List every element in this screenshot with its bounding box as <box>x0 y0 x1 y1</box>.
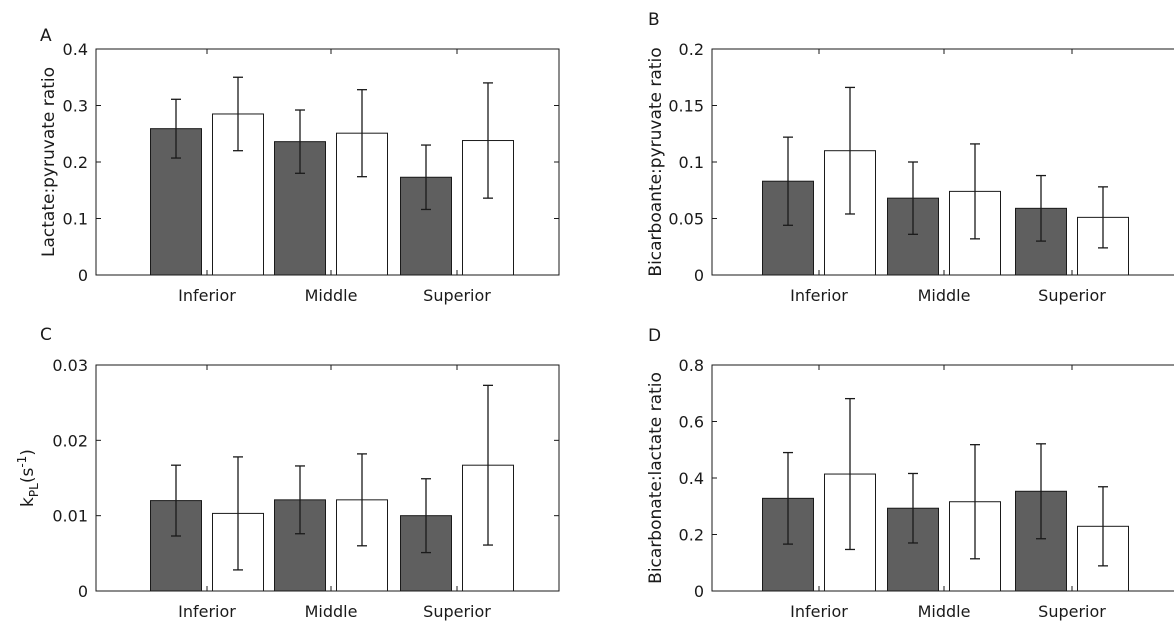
y-tick-label-a-2: 0.2 <box>63 153 88 172</box>
y-axis-label-c-main: k <box>18 497 38 507</box>
x-tick-label-b-0: Inferior <box>790 286 848 305</box>
panel-a: A Lactate:pyruvate ratio 0 0.1 0.2 0.3 0.4 In… <box>39 26 560 305</box>
x-tick-label-c-0: Inferior <box>178 602 236 621</box>
panel-letter-d: D <box>648 326 661 346</box>
y-tick-label-d-0: 0 <box>694 582 704 601</box>
y-tick-label-a-4: 0.4 <box>63 40 88 59</box>
y-tick-label-b-1: 0.05 <box>668 210 704 229</box>
y-tick-label-d-1: 0.2 <box>679 526 704 545</box>
axis-group-a: 0 0.1 0.2 0.3 0.4 Inferior Middle Superior <box>63 40 559 305</box>
y-tick-label-b-2: 0.1 <box>679 153 704 172</box>
x-tick-label-a-2: Superior <box>423 286 491 305</box>
panel-letter-b: B <box>648 10 660 30</box>
y-tick-label-c-1: 0.01 <box>52 507 88 526</box>
y-tick-label-c-3: 0.03 <box>52 356 88 375</box>
panel-d: D Bicarbonate:lactate ratio 0 0.2 0.4 0.6 0.… <box>646 326 1174 621</box>
y-axis-label-c-sub: PL <box>27 483 41 497</box>
y-tick-label-b-4: 0.2 <box>679 40 704 59</box>
y-axis-label-c-close: ) <box>18 449 38 456</box>
y-axis-label-a: Lactate:pyruvate ratio <box>39 67 59 257</box>
x-tick-label-d-0: Inferior <box>790 602 848 621</box>
y-axis-label-d: Bicarbonate:lactate ratio <box>646 372 666 584</box>
y-tick-label-d-2: 0.4 <box>679 469 704 488</box>
x-tick-label-b-2: Superior <box>1038 286 1106 305</box>
bar-a-s1-1 <box>274 141 326 276</box>
y-tick-label-d-4: 0.8 <box>679 356 704 375</box>
y-tick-label-a-0: 0 <box>78 266 88 285</box>
x-tick-label-d-2: Superior <box>1038 602 1106 621</box>
y-axis-label-c-sup: -1 <box>15 456 29 468</box>
axis-group-b: 0 0.05 0.1 0.15 0.2 Inferior Middle Superior <box>668 40 1129 305</box>
y-tick-label-a-3: 0.3 <box>63 97 88 116</box>
x-tick-label-a-0: Inferior <box>178 286 236 305</box>
panel-c: C kPL(s-1) 0 0.01 0.02 0.03 Inferior Middle Su… <box>15 325 560 621</box>
x-tick-label-d-1: Middle <box>918 602 971 621</box>
y-tick-label-a-1: 0.1 <box>63 210 88 229</box>
plot-area-c <box>95 364 560 592</box>
x-tick-label-c-1: Middle <box>305 602 358 621</box>
y-tick-label-c-2: 0.02 <box>52 431 88 450</box>
panel-letter-c: C <box>40 325 52 345</box>
y-tick-label-b-3: 0.15 <box>668 97 704 116</box>
axis-group-d: 0 0.2 0.4 0.6 0.8 Inferior Middle Superior <box>679 356 1129 621</box>
panel-letter-a: A <box>40 26 52 46</box>
x-tick-label-a-1: Middle <box>305 286 358 305</box>
y-axis-label-c-rest: (s <box>18 468 38 484</box>
x-tick-label-c-2: Superior <box>423 602 491 621</box>
y-axis-label-b: Bicarboante:pyruvate ratio <box>646 47 666 276</box>
x-tick-label-b-1: Middle <box>918 286 971 305</box>
y-tick-label-b-0: 0 <box>694 266 704 285</box>
axis-group-c: 0 0.01 0.02 0.03 Inferior Middle Superior <box>52 356 559 621</box>
panel-b: B Bicarboante:pyruvate ratio 0 0.05 0.1 0.1… <box>646 10 1174 305</box>
y-tick-label-c-0: 0 <box>78 582 88 601</box>
y-axis-label-c: kPL(s-1) <box>15 449 41 507</box>
y-tick-label-d-3: 0.6 <box>679 413 704 432</box>
